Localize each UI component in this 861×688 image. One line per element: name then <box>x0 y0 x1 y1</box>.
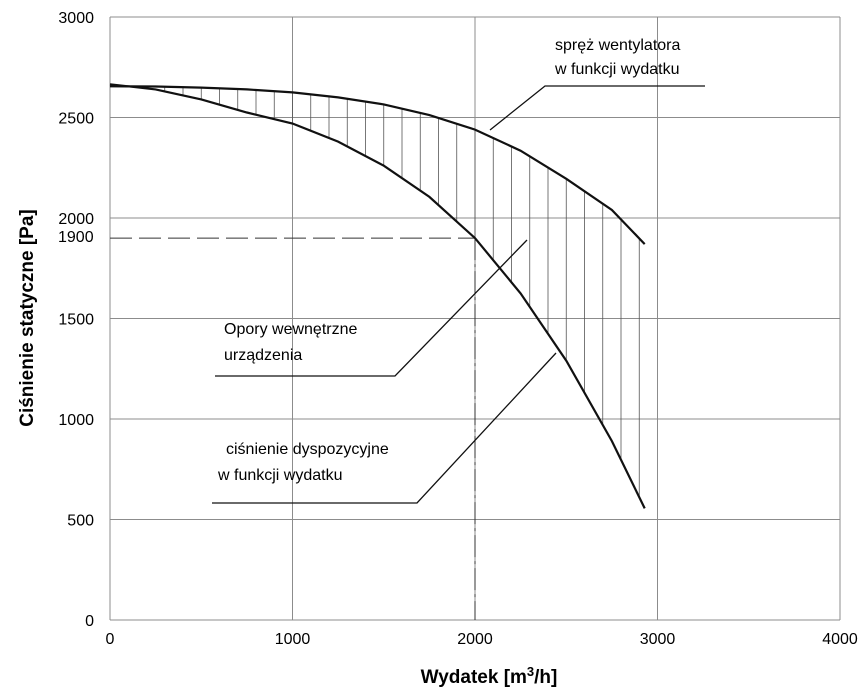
y-tick-label: 1000 <box>58 412 94 429</box>
annotation-leaders <box>212 85 705 504</box>
x-tick-label: 4000 <box>822 631 858 648</box>
y-tick-label: 3000 <box>58 10 94 27</box>
annotation-available-line2: w funkcji wydatku <box>217 467 343 484</box>
annotation-internal-line1: Opory wewnętrzne <box>224 321 357 338</box>
x-axis-title: Wydatek [m3/h] <box>421 664 558 688</box>
series-line-fan <box>109 85 646 245</box>
x-tick-label: 3000 <box>640 631 676 648</box>
y-axis-title: Ciśnienie statyczne [Pa] <box>17 209 38 427</box>
x-tick-label: 0 <box>106 631 115 648</box>
annotation-internal-line2: urządzenia <box>224 347 302 364</box>
leader-fan <box>489 85 705 131</box>
leader-internal <box>215 239 528 377</box>
annotation-available-line1: ciśnienie dyspozycyjne <box>226 441 389 458</box>
y-tick-label: 0 <box>85 613 94 630</box>
x-axis-title-superscript: 3 <box>527 664 534 679</box>
x-tick-label: 2000 <box>457 631 493 648</box>
reference-y-label: 1900 <box>58 229 94 246</box>
leader-available <box>212 352 557 504</box>
x-tick-label: 1000 <box>275 631 311 648</box>
y-tick-label: 2000 <box>58 211 94 228</box>
y-tick-label: 1500 <box>58 312 94 329</box>
internal-losses-hatching <box>146 86 640 498</box>
annotation-fan-line2: w funkcji wydatku <box>554 61 680 78</box>
series-line-available <box>109 83 646 509</box>
reference-lines <box>110 237 476 620</box>
y-tick-label: 2500 <box>58 111 94 128</box>
annotation-fan-line1: spręż wentylatora <box>555 37 680 54</box>
series-lines <box>109 83 646 509</box>
tick-labels: 0 1000 2000 3000 4000 0 500 1000 1500 2000 2500 300… <box>58 10 857 648</box>
y-tick-label: 500 <box>67 513 94 530</box>
